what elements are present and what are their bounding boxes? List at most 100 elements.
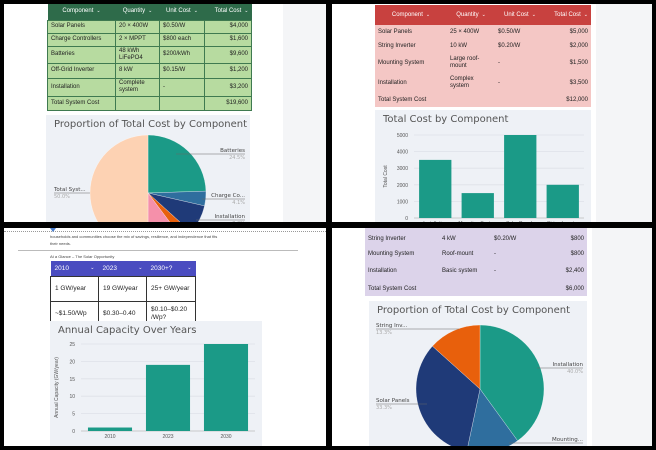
cell[interactable]: Basic system <box>439 261 491 282</box>
cell[interactable]: 1 GW/year <box>50 275 99 302</box>
column-header[interactable]: 2010 ⌄ <box>50 261 99 276</box>
ruler-indent-marker[interactable] <box>50 228 56 232</box>
cell[interactable]: String Inverter <box>365 232 439 247</box>
cell[interactable] <box>447 93 495 107</box>
cell[interactable]: $3,200 <box>204 77 252 97</box>
cell[interactable]: Solar Panels <box>375 25 447 39</box>
cell[interactable]: Mounting System <box>365 247 439 261</box>
cell[interactable]: - <box>491 261 541 282</box>
pie-slice-total-system-cost <box>89 134 149 222</box>
column-header[interactable]: Quantity ⌄ <box>447 5 495 25</box>
cell[interactable]: $3,500 <box>545 73 591 93</box>
cell[interactable]: 48 kWh LiFePO4 <box>115 45 160 64</box>
cell[interactable] <box>159 95 205 111</box>
cell[interactable]: $1,200 <box>204 62 252 79</box>
chevron-down-icon[interactable]: ⌄ <box>96 8 101 15</box>
cell[interactable]: $0.50/W <box>495 25 545 39</box>
cell[interactable]: $6,000 <box>541 282 587 296</box>
chevron-down-icon[interactable]: ⌄ <box>425 11 431 18</box>
cell[interactable]: $0.20/W <box>495 39 545 53</box>
cell[interactable]: $12,000 <box>545 93 591 107</box>
cell[interactable]: $4,000 <box>204 19 252 34</box>
cell[interactable]: $9,600 <box>204 45 252 64</box>
cell[interactable]: $1,600 <box>204 32 252 47</box>
cell[interactable]: 2 × MPPT <box>115 32 160 47</box>
chevron-down-icon[interactable]: ⌄ <box>481 11 486 18</box>
column-header[interactable]: 2023 ⌄ <box>98 261 147 276</box>
y-tick-label: 15 <box>69 377 75 383</box>
cell[interactable]: - <box>495 73 545 93</box>
cell[interactable]: $19,600 <box>204 95 252 111</box>
cell[interactable]: 10 kW <box>447 39 495 53</box>
chevron-down-icon[interactable]: ⌄ <box>138 264 143 271</box>
cell[interactable]: 20 × 400W <box>115 19 160 34</box>
cell[interactable]: Installation <box>47 77 116 97</box>
column-header[interactable]: Unit Cost ⌄ <box>159 4 205 20</box>
chevron-down-icon[interactable]: ⌄ <box>531 11 536 18</box>
column-header[interactable]: Component ⌄ <box>375 5 447 25</box>
chevron-down-icon[interactable]: ⌄ <box>583 11 588 18</box>
column-header[interactable]: 2030+? ⌄ <box>146 261 196 276</box>
x-tick-label: 2030 <box>220 434 231 440</box>
cell[interactable]: String Inverter <box>375 39 447 53</box>
slice-label: Mounting... <box>552 437 583 443</box>
cell[interactable]: $2,400 <box>541 261 587 282</box>
cell[interactable]: $800 each <box>159 32 205 47</box>
cell[interactable]: Large roof-mount <box>447 53 495 73</box>
pie-slice-string-inverter <box>432 324 481 390</box>
cell[interactable]: Roof-mount <box>439 247 491 261</box>
table-row: 1 GW/year 19 GW/year 25+ GW/year <box>50 275 196 302</box>
cell[interactable]: Total System Cost <box>47 95 116 111</box>
chart-title: Annual Capacity Over Years <box>58 325 197 336</box>
cell[interactable]: Batteries <box>47 45 116 64</box>
cell[interactable]: $2,000 <box>545 39 591 53</box>
chart-title: Proportion of Total Cost by Component <box>377 305 571 316</box>
chevron-down-icon[interactable]: ⌄ <box>187 264 192 271</box>
cell[interactable]: Installation <box>365 261 439 282</box>
ruler[interactable] <box>4 228 326 232</box>
cell[interactable]: $800 <box>541 247 587 261</box>
cell[interactable]: $0.20/W <box>491 232 541 247</box>
cell[interactable]: Charge Controllers <box>47 32 116 47</box>
cell[interactable]: Solar Panels <box>47 19 116 34</box>
cell[interactable]: $200/kWh <box>159 45 205 64</box>
cell[interactable]: Complete system <box>115 77 160 97</box>
cell[interactable]: 25 × 400W <box>447 25 495 39</box>
cell[interactable]: Installation <box>375 73 447 93</box>
cell[interactable]: $800 <box>541 232 587 247</box>
cell[interactable]: Mounting System <box>375 53 447 73</box>
cell[interactable]: - <box>495 53 545 73</box>
cell[interactable]: Total System Cost <box>375 93 447 107</box>
x-tick-label: Mounting System <box>458 221 497 222</box>
column-header[interactable]: Unit Cost ⌄ <box>495 5 545 25</box>
chevron-down-icon[interactable]: ⌄ <box>148 8 153 15</box>
chevron-down-icon[interactable]: ⌄ <box>90 264 95 271</box>
pie-slice-solar-panels <box>147 192 170 222</box>
column-header[interactable]: Component ⌄ <box>47 4 116 20</box>
cell[interactable]: Complex system <box>447 73 495 93</box>
column-header[interactable]: Total Cost ⌄ <box>545 5 591 25</box>
cell[interactable]: - <box>159 77 205 97</box>
bar-chart: 0 5 10 15 20 25 2010 2023 2030 Annual Capacity (G… <box>50 321 262 446</box>
cell[interactable]: - <box>491 247 541 261</box>
chevron-down-icon[interactable]: ⌄ <box>244 8 249 15</box>
chevron-down-icon[interactable]: ⌄ <box>193 8 198 15</box>
cell[interactable]: $1,500 <box>545 53 591 73</box>
cell[interactable]: Off-Grid Inverter <box>47 62 116 79</box>
cell[interactable]: $0.50/W <box>159 19 205 34</box>
cell[interactable]: 25+ GW/year <box>146 275 196 302</box>
cell[interactable]: 19 GW/year <box>98 275 147 302</box>
cell[interactable]: $5,000 <box>545 25 591 39</box>
cell[interactable]: $0.15/W <box>159 62 205 79</box>
cell[interactable] <box>439 282 491 296</box>
cell[interactable]: 8 kW <box>115 62 160 79</box>
cell[interactable]: Total System Cost <box>365 282 439 296</box>
cell[interactable] <box>491 282 541 296</box>
cell[interactable] <box>115 95 160 111</box>
cell[interactable] <box>495 93 545 107</box>
y-tick-label: 0 <box>72 429 75 435</box>
column-header[interactable]: Total Cost ⌄ <box>204 4 252 20</box>
x-tick-label: String Inverter <box>547 221 579 222</box>
cell[interactable]: 4 kW <box>439 232 491 247</box>
column-header[interactable]: Quantity ⌄ <box>115 4 160 20</box>
